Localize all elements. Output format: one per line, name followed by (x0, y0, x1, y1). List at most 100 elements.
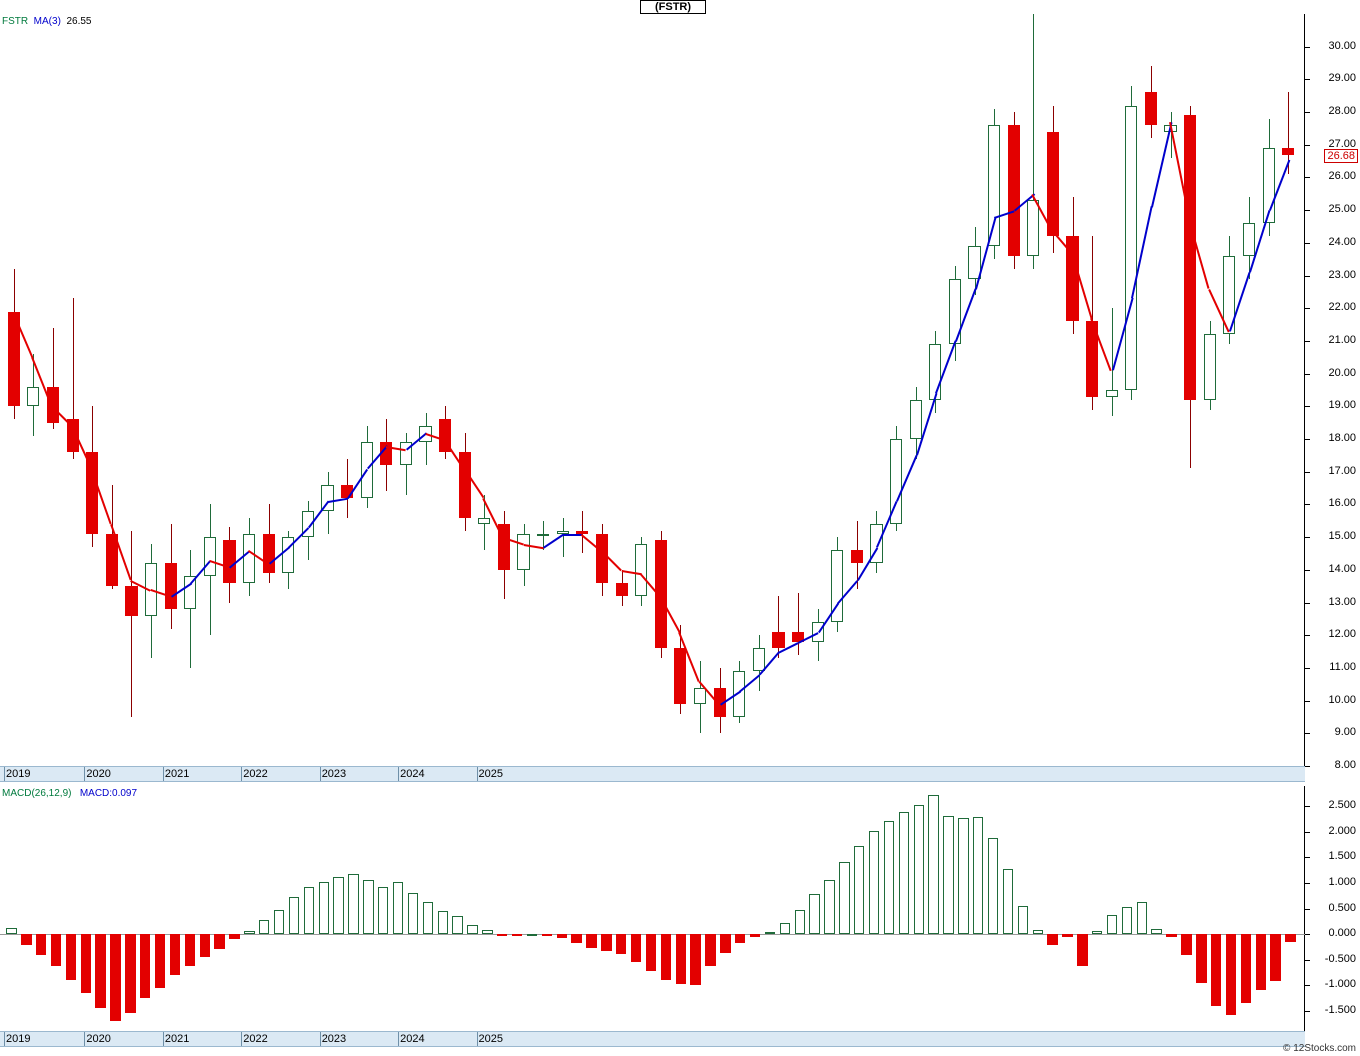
macd-histogram-bar (928, 795, 939, 935)
date-tick (476, 767, 478, 781)
candle-body (889, 439, 903, 525)
candle-body (242, 533, 256, 583)
date-label: 2019 (6, 1033, 31, 1045)
candle-wick (778, 595, 779, 659)
macd-histogram-bar (645, 934, 657, 971)
price-axis-tick (1305, 144, 1310, 146)
candle-body (870, 524, 883, 564)
price-axis-tick (1305, 602, 1310, 604)
macd-histogram-bar (764, 931, 776, 934)
macd-axis-label: 0.000 (1328, 927, 1356, 940)
date-label: 2019 (6, 768, 31, 780)
price-y-axis: 30.00 29.00 28.00 27.00 26.00 25.00 24.00 23.00… (1305, 14, 1360, 771)
macd-histogram-bar (824, 880, 835, 935)
candle-body (125, 586, 138, 616)
price-axis-tick (1305, 569, 1310, 571)
candle-body (321, 484, 334, 511)
candle-body (399, 442, 412, 466)
macd-histogram-bar (80, 934, 91, 993)
macd-legend-value: MACD:0.097 (79, 788, 138, 799)
macd-histogram-bar (660, 934, 672, 980)
macd-histogram-bar (556, 934, 567, 939)
macd-histogram-bar (973, 816, 984, 935)
price-axis-label: 23.00 (1328, 268, 1356, 281)
candle-body (223, 540, 236, 583)
date-tick (84, 767, 86, 781)
macd-histogram-bar (437, 911, 448, 935)
date-label: 2025 (478, 768, 504, 780)
price-axis-tick (1305, 46, 1310, 48)
macd-histogram-bar (913, 805, 924, 935)
macd-histogram-bar (675, 934, 686, 985)
macd-histogram-bar (1121, 907, 1133, 934)
candle-body (1184, 115, 1197, 400)
macd-histogram-bar (378, 887, 389, 935)
date-label: 2020 (86, 768, 111, 780)
candle-body (1027, 200, 1040, 256)
macd-axis-tick (1305, 985, 1310, 987)
macd-histogram-bar (1255, 934, 1267, 991)
macd-histogram-bar (720, 934, 731, 954)
macd-histogram-bar (868, 830, 880, 934)
macd-legend-label: MACD(26,12,9) (2, 788, 72, 799)
price-axis-label: 19.00 (1328, 399, 1356, 412)
candle-body (1164, 125, 1177, 132)
candle-body (772, 631, 785, 649)
candle-body (1262, 148, 1275, 224)
price-axis-tick (1305, 340, 1310, 342)
candle-body (164, 563, 177, 610)
price-chart-panel[interactable] (0, 14, 1305, 766)
candle-wick (53, 327, 54, 430)
macd-histogram-bar (586, 934, 597, 949)
price-axis-tick (1305, 471, 1310, 473)
candle-body (831, 550, 844, 623)
candle-body (929, 344, 942, 400)
price-axis-label: 16.00 (1328, 497, 1356, 510)
date-tick (162, 767, 164, 781)
symbol-title-box: (FSTR) (640, 0, 706, 14)
price-axis-label: 11.00 (1329, 660, 1356, 673)
date-label: 2021 (164, 768, 190, 780)
price-axis-tick (1305, 112, 1310, 114)
candle-body (988, 125, 1001, 247)
price-axis-tick (1305, 373, 1310, 375)
macd-histogram-bar (348, 873, 359, 934)
macd-histogram-bar (1017, 905, 1029, 934)
candle-wick (1112, 308, 1113, 417)
candle-body (46, 386, 60, 423)
candle-wick (563, 517, 564, 557)
date-label: 2022 (243, 768, 268, 780)
candle-body (537, 533, 550, 536)
price-axis-tick (1305, 177, 1310, 179)
macd-histogram-bar (690, 934, 701, 986)
candle-wick (1171, 112, 1172, 158)
candle-body (1282, 148, 1295, 156)
candle-body (203, 537, 216, 577)
date-label: 2024 (400, 768, 425, 780)
price-axis-tick (1305, 79, 1310, 81)
price-axis-label: 18.00 (1328, 432, 1356, 445)
price-axis-label: 29.00 (1328, 72, 1356, 85)
macd-axis-tick (1305, 831, 1310, 833)
price-axis-label: 30.00 (1328, 39, 1356, 52)
candle-body (654, 540, 667, 649)
date-axis-bottom: 2019 2020 2021 2022 2023 2024 2025 (0, 1031, 1305, 1047)
macd-chart-panel[interactable] (0, 786, 1305, 1031)
candle-body (811, 622, 824, 642)
price-axis-tick (1305, 308, 1310, 310)
candle-body (1066, 236, 1079, 322)
candle-body (909, 399, 922, 440)
macd-histogram-bar (154, 934, 166, 988)
macd-histogram-bar (363, 880, 374, 935)
macd-histogram-bar (6, 927, 17, 935)
candle-body (380, 442, 393, 466)
price-axis-label: 21.00 (1328, 333, 1356, 346)
date-tick (241, 1032, 243, 1046)
macd-histogram-bar (943, 815, 954, 934)
candle-body (1007, 125, 1020, 256)
candle-wick (131, 530, 132, 717)
macd-histogram-bar (273, 909, 285, 935)
macd-histogram-bar (541, 934, 553, 937)
candle-body (360, 442, 373, 498)
candle-body (478, 517, 491, 525)
